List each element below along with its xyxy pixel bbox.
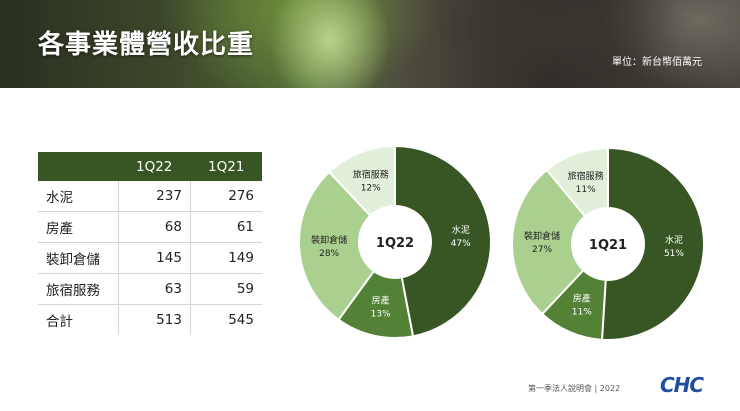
header-cell-1q21: 1Q21 <box>190 152 262 181</box>
row-label: 裝卸倉儲 <box>38 242 118 274</box>
header-cell-label <box>38 152 118 181</box>
table-row: 水泥 237 276 <box>38 181 262 212</box>
slice-value: 28% <box>319 249 339 259</box>
unit-note: 單位：新台幣佰萬元 <box>612 57 702 68</box>
donut-chart-1q21: 水泥 51% 房產 11% 裝卸倉儲 27% 旅宿服務 11% 1Q21 <box>511 146 705 341</box>
slice-label: 裝卸倉儲 <box>524 230 560 242</box>
cell-1q21: 149 <box>189 242 262 274</box>
cell-1q21: 59 <box>189 273 262 305</box>
cell-1q21: 61 <box>189 211 262 243</box>
cell-1q22: 145 <box>117 242 191 274</box>
slice-label: 旅宿服務 <box>568 170 604 182</box>
slice-label: 房產 <box>573 293 591 305</box>
donut-center-label: 1Q21 <box>589 238 627 253</box>
header-cell-1q22: 1Q22 <box>118 152 191 181</box>
donut-slice <box>298 170 397 322</box>
cell-1q21: 545 <box>189 304 262 335</box>
slice-value: 11% <box>572 308 592 318</box>
slice-value: 12% <box>361 184 381 194</box>
row-label: 水泥 <box>38 181 118 212</box>
row-label: 旅宿服務 <box>38 273 118 305</box>
slice-value: 13% <box>371 309 391 319</box>
donut-hole <box>571 207 645 281</box>
donut-slice <box>600 146 705 341</box>
cell-1q22: 68 <box>117 211 191 243</box>
slice-label: 房產 <box>372 294 390 306</box>
page-title: 各事業體營收比重 <box>38 30 255 60</box>
cell-1q21: 276 <box>189 181 262 212</box>
donut-slice <box>394 144 492 338</box>
cell-1q22: 513 <box>117 304 191 335</box>
row-label: 合計 <box>46 314 73 330</box>
cell-1q22: 237 <box>117 181 191 212</box>
table-row: 裝卸倉儲 145 149 <box>38 242 262 274</box>
slice-value: 27% <box>532 245 552 255</box>
slice-label: 水泥 <box>665 234 683 246</box>
slice-label: 旅宿服務 <box>353 169 389 181</box>
slice-value: 11% <box>576 185 596 195</box>
slice-label: 裝卸倉儲 <box>311 234 347 246</box>
slice-value: 47% <box>451 239 471 249</box>
slice-label: 水泥 <box>452 224 470 236</box>
table-header-row: 1Q22 1Q21 <box>38 152 262 181</box>
footer-text: 第一季法人說明會 | 2022 <box>528 384 621 393</box>
cell-1q22: 63 <box>117 273 191 305</box>
chc-logo: CHC <box>660 373 704 397</box>
revenue-table: 1Q22 1Q21 水泥 237 276 房產 68 61 裝卸倉儲 145 1… <box>38 152 262 335</box>
donut-slice <box>511 168 610 316</box>
donut-hole <box>358 205 432 279</box>
table-row: 房產 68 61 <box>38 211 262 243</box>
slice-value: 51% <box>664 249 684 259</box>
donut-center-label: 1Q22 <box>376 236 414 251</box>
header-banner: 各事業體營收比重 單位：新台幣佰萬元 <box>0 0 740 88</box>
table-row: 旅宿服務 63 59 <box>38 273 262 305</box>
donut-chart-1q22: 水泥 47% 房產 13% 裝卸倉儲 28% 旅宿服務 12% 1Q22 <box>298 144 492 339</box>
row-label: 房產 <box>38 211 118 243</box>
table-row-total: 合計 513 545 <box>38 304 262 335</box>
